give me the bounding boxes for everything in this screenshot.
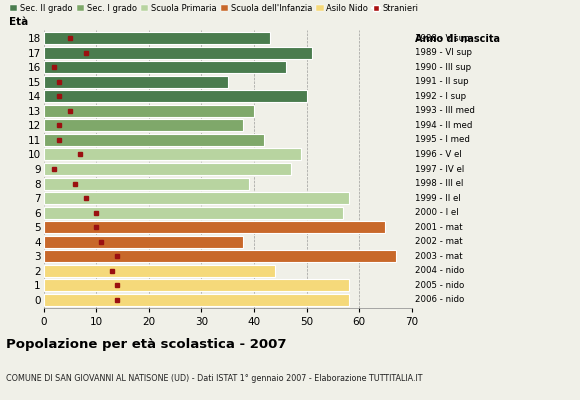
- Text: 1994 - II med: 1994 - II med: [415, 121, 472, 130]
- Text: 1991 - II sup: 1991 - II sup: [415, 77, 468, 86]
- Bar: [44, 192, 349, 204]
- Text: 1993 - III med: 1993 - III med: [415, 106, 474, 115]
- Text: COMUNE DI SAN GIOVANNI AL NATISONE (UD) - Dati ISTAT 1° gennaio 2007 - Elaborazi: COMUNE DI SAN GIOVANNI AL NATISONE (UD) …: [6, 374, 422, 383]
- Text: 1995 - I med: 1995 - I med: [415, 135, 470, 144]
- Bar: [44, 32, 270, 44]
- Bar: [44, 221, 386, 233]
- Text: 1988 - V sup: 1988 - V sup: [415, 34, 469, 42]
- Bar: [44, 280, 349, 292]
- Bar: [44, 46, 312, 58]
- Bar: [44, 294, 349, 306]
- Text: 2006 - nido: 2006 - nido: [415, 296, 464, 304]
- Bar: [44, 119, 244, 131]
- Bar: [44, 61, 285, 73]
- Text: 1997 - IV el: 1997 - IV el: [415, 164, 464, 174]
- Bar: [44, 76, 227, 88]
- Bar: [44, 265, 275, 277]
- Text: Età: Età: [9, 17, 28, 27]
- Text: 2003 - mat: 2003 - mat: [415, 252, 462, 261]
- Text: 1990 - III sup: 1990 - III sup: [415, 63, 471, 72]
- Bar: [44, 236, 244, 248]
- Text: 2002 - mat: 2002 - mat: [415, 237, 462, 246]
- Bar: [44, 250, 396, 262]
- Text: 2004 - nido: 2004 - nido: [415, 266, 464, 275]
- Bar: [44, 148, 301, 160]
- Text: 2001 - mat: 2001 - mat: [415, 223, 462, 232]
- Bar: [44, 207, 343, 219]
- Bar: [44, 105, 254, 117]
- Text: 1999 - II el: 1999 - II el: [415, 194, 461, 203]
- Text: Anno di nascita: Anno di nascita: [415, 34, 500, 44]
- Text: 1989 - VI sup: 1989 - VI sup: [415, 48, 472, 57]
- Text: 1998 - III el: 1998 - III el: [415, 179, 463, 188]
- Bar: [44, 178, 249, 190]
- Text: 2005 - nido: 2005 - nido: [415, 281, 464, 290]
- Text: 1992 - I sup: 1992 - I sup: [415, 92, 466, 101]
- Bar: [44, 134, 264, 146]
- Text: Popolazione per età scolastica - 2007: Popolazione per età scolastica - 2007: [6, 338, 287, 351]
- Legend: Sec. II grado, Sec. I grado, Scuola Primaria, Scuola dell'Infanzia, Asilo Nido, : Sec. II grado, Sec. I grado, Scuola Prim…: [10, 4, 418, 13]
- Text: 2000 - I el: 2000 - I el: [415, 208, 458, 217]
- Bar: [44, 90, 307, 102]
- Bar: [44, 163, 291, 175]
- Text: 1996 - V el: 1996 - V el: [415, 150, 462, 159]
